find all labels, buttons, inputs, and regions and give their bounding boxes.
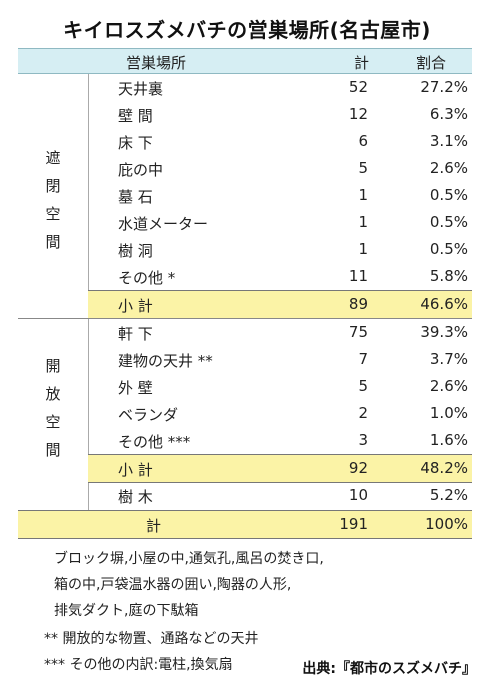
- footnote-line: ブロック塀,小屋の中,通気孔,風呂の焚き口,: [54, 551, 324, 567]
- section1-divider: [88, 74, 89, 291]
- source-citation: 出典:『都市のスズメバチ』: [302, 661, 476, 677]
- table-row: 庇の中 5 2.6%: [118, 159, 468, 179]
- footnote-line: *** その他の内訳:電柱,換気扇: [44, 657, 233, 673]
- header-count: 計: [354, 54, 370, 72]
- table-row: 天井裏 52 27.2%: [118, 78, 468, 98]
- header-place: 営巣場所: [126, 54, 187, 72]
- table-row: ベランダ 2 1.0%: [118, 404, 468, 424]
- table-title: キイロスズメバチの営巣場所(名古屋市): [63, 18, 431, 42]
- table-row: 壁 間 12 6.3%: [118, 105, 468, 125]
- table-row: 墓 石 1 0.5%: [118, 186, 468, 206]
- table-row: 床 下 6 3.1%: [118, 132, 468, 152]
- footnote-line: 排気ダクト,庭の下駄箱: [54, 603, 199, 619]
- table-row: その他 *** 3 1.6%: [118, 431, 468, 451]
- header-ratio: 割合: [416, 54, 447, 72]
- table-row: 水道メーター 1 0.5%: [118, 213, 468, 233]
- subtotal-row-open: 小 計 92 48.2%: [88, 454, 472, 483]
- table-row: 外 壁 5 2.6%: [118, 377, 468, 397]
- section-label-open: 開 放 空 間: [45, 357, 61, 459]
- table-row: その他 * 11 5.8%: [118, 267, 468, 287]
- section-label-enclosed: 遮 閉 空 間: [45, 149, 61, 251]
- table-row: 軒 下 75 39.3%: [118, 323, 468, 343]
- section-separator: [18, 318, 472, 319]
- table-row: 建物の天井 ** 7 3.7%: [118, 350, 468, 370]
- table-row: 樹 洞 1 0.5%: [118, 240, 468, 260]
- total-row: 計 191 100%: [18, 510, 472, 539]
- subtotal-row-enclosed: 小 計 89 46.6%: [88, 290, 472, 319]
- table-header: 営巣場所 計 割合: [18, 48, 472, 74]
- footnote-line: ** 開放的な物置、通路などの天井: [44, 631, 259, 647]
- section2-divider: [88, 319, 89, 510]
- table-row: 樹 木 10 5.2%: [118, 486, 468, 506]
- footnote-line: 箱の中,戸袋温水器の囲い,陶器の人形,: [54, 577, 292, 593]
